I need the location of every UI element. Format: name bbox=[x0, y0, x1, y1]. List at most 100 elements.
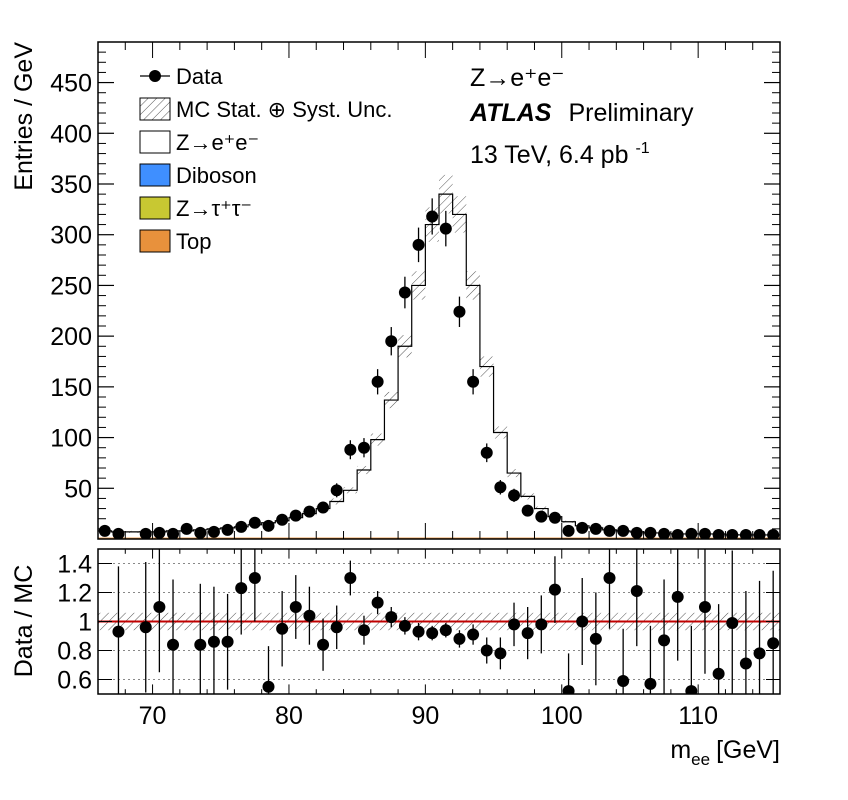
preliminary-label: Preliminary bbox=[568, 99, 694, 127]
data-point bbox=[576, 521, 589, 534]
ratio-y-tick-label: 1.4 bbox=[57, 551, 92, 579]
ratio-point bbox=[303, 609, 316, 622]
data-point bbox=[426, 210, 439, 223]
ratio-point bbox=[371, 596, 384, 609]
x-axis-label-sub: ee bbox=[691, 750, 710, 769]
energy-label: 13 TeV, 6.4 pb bbox=[470, 141, 628, 169]
legend-swatch bbox=[139, 229, 171, 253]
data-point bbox=[412, 238, 425, 251]
ratio-point bbox=[398, 619, 411, 632]
ratio-point bbox=[112, 625, 125, 638]
data-points bbox=[98, 198, 780, 539]
ratio-point bbox=[221, 635, 234, 648]
ratio-point bbox=[562, 685, 575, 694]
data-point bbox=[589, 522, 602, 535]
data-point bbox=[207, 525, 220, 538]
data-point bbox=[467, 375, 480, 388]
legend-item: Z→τ⁺τ⁻ bbox=[139, 196, 252, 221]
legend-label: Data bbox=[176, 64, 223, 89]
ratio-point bbox=[726, 616, 739, 629]
x-tick-label: 100 bbox=[541, 702, 583, 730]
legend-label: Top bbox=[176, 229, 211, 254]
ratio-point bbox=[248, 572, 261, 584]
ratio-point bbox=[698, 601, 711, 613]
atlas-label: ATLAS bbox=[469, 99, 552, 127]
ratio-point bbox=[494, 647, 507, 660]
ratio-point bbox=[617, 674, 630, 687]
ratio-point bbox=[671, 590, 684, 603]
y-tick-label: 300 bbox=[50, 222, 92, 250]
ratio-point bbox=[453, 632, 466, 645]
legend-item: Top bbox=[139, 229, 211, 254]
data-point bbox=[153, 526, 166, 539]
ratio-point bbox=[535, 618, 548, 631]
ratio-x-axis: 70 80 90 100 110 bbox=[97, 549, 781, 730]
ratio-gridlines bbox=[98, 563, 780, 680]
x-tick-label: 110 bbox=[678, 702, 718, 730]
y-tick-label: 350 bbox=[50, 171, 92, 199]
ratio-point bbox=[344, 572, 357, 584]
main-panel: 50 100 150 200 250 300 350 400 450 Entries / GeV… bbox=[10, 41, 781, 540]
ratio-point bbox=[739, 657, 752, 670]
data-point bbox=[658, 527, 671, 539]
ratio-point bbox=[644, 677, 657, 690]
ratio-point bbox=[630, 585, 643, 598]
legend-item: Diboson bbox=[139, 163, 257, 188]
x-axis-label: mee [GeV] bbox=[670, 736, 780, 769]
data-point bbox=[289, 509, 302, 522]
legend-label: Z→e⁺e⁻ bbox=[176, 130, 259, 155]
ratio-point bbox=[153, 601, 166, 613]
data-point bbox=[521, 504, 534, 517]
legend-swatch bbox=[139, 196, 171, 220]
ratio-point bbox=[576, 615, 589, 628]
ratio-point bbox=[276, 622, 289, 635]
data-point bbox=[453, 305, 466, 318]
data-point bbox=[180, 522, 193, 535]
legend-label: Z→τ⁺τ⁻ bbox=[176, 196, 252, 221]
ratio-point bbox=[467, 628, 480, 641]
ratio-point bbox=[508, 618, 521, 631]
ratio-point bbox=[330, 621, 343, 634]
ratio-y-tick-label: 0.8 bbox=[57, 638, 92, 666]
y-tick-label: 200 bbox=[50, 323, 92, 351]
legend: Data MC Stat. ⊕ Syst. Unc. Z→e⁺e⁻ Diboson Z→… bbox=[139, 64, 392, 254]
ratio-point bbox=[521, 627, 534, 640]
ratio-y-tick-label: 1 bbox=[78, 609, 92, 637]
ratio-points bbox=[112, 549, 780, 694]
ratio-point bbox=[194, 638, 207, 651]
data-point bbox=[630, 526, 643, 539]
ratio-point bbox=[412, 625, 425, 638]
main-y-axis-label: Entries / GeV bbox=[10, 42, 38, 191]
main-y-axis: 50 100 150 200 250 300 350 400 450 bbox=[50, 51, 780, 530]
ratio-point bbox=[139, 621, 152, 634]
ratio-point bbox=[439, 624, 452, 637]
ratio-y-axis: 0.60.811.21.4 bbox=[57, 551, 780, 695]
ratio-point bbox=[548, 583, 561, 596]
data-point bbox=[221, 523, 234, 536]
lumi-exponent: -1 bbox=[635, 140, 649, 157]
x-axis-label-unit: [GeV] bbox=[716, 736, 780, 764]
ratio-point bbox=[767, 637, 780, 650]
data-point bbox=[98, 524, 111, 537]
data-point bbox=[712, 528, 725, 539]
main-x-ticks bbox=[97, 42, 781, 539]
data-point bbox=[439, 222, 452, 235]
ratio-point bbox=[589, 632, 602, 645]
ratio-point bbox=[317, 638, 330, 651]
data-point bbox=[344, 443, 357, 456]
ratio-point bbox=[480, 644, 493, 657]
y-tick-label: 250 bbox=[50, 272, 92, 300]
main-panel-frame bbox=[97, 41, 781, 540]
data-point bbox=[398, 286, 411, 299]
legend-label: MC Stat. ⊕ Syst. Unc. bbox=[176, 97, 392, 122]
data-point bbox=[617, 524, 630, 537]
x-tick-label: 80 bbox=[275, 702, 303, 730]
legend-swatch bbox=[139, 97, 171, 121]
ratio-panel: 0.60.811.21.4 70 80 90 100 110 Data / MC mee… bbox=[10, 548, 781, 769]
data-point bbox=[603, 524, 616, 537]
energy-lumi-label: 13 TeV, 6.4 pb -1 bbox=[470, 140, 650, 169]
legend-swatch bbox=[139, 130, 171, 154]
data-point bbox=[508, 489, 521, 502]
data-point bbox=[494, 481, 507, 494]
